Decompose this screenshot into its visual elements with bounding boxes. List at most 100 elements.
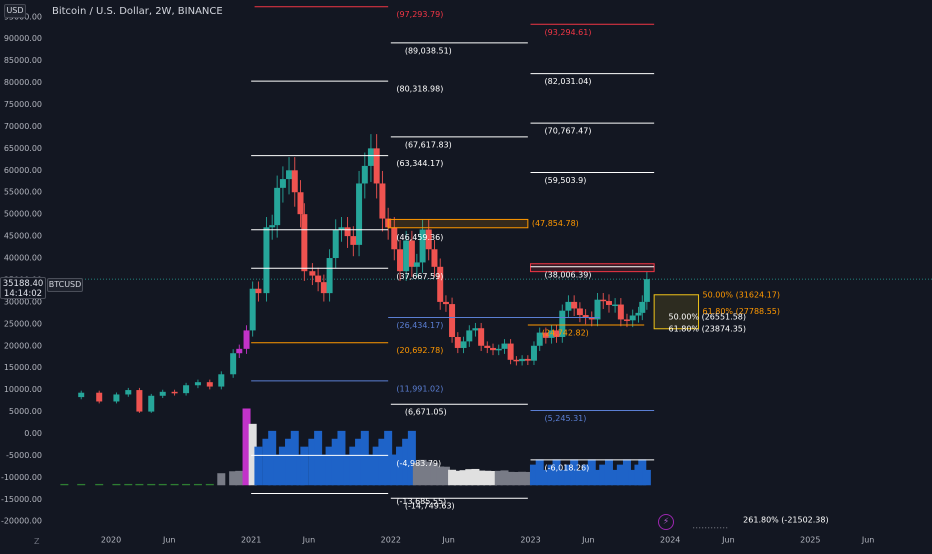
y-tick-label: 40000.00 bbox=[4, 254, 42, 263]
volume-bar bbox=[229, 471, 238, 486]
y-tick-label: 0.00 bbox=[24, 429, 42, 438]
candle-body bbox=[460, 341, 467, 348]
volume-bar bbox=[459, 470, 468, 486]
volume-bar bbox=[558, 469, 567, 486]
candle-body bbox=[326, 258, 333, 294]
fib-level-box bbox=[387, 218, 529, 229]
volume-bar bbox=[273, 454, 282, 486]
volume-bar bbox=[441, 466, 450, 486]
candle-body bbox=[605, 301, 612, 305]
volume-bar bbox=[448, 469, 457, 486]
volume-bar bbox=[424, 461, 433, 486]
volume-bar bbox=[343, 454, 352, 486]
currency-button[interactable]: USD bbox=[4, 4, 26, 18]
volume-bar bbox=[547, 464, 556, 486]
y-tick-label: 5000.00 bbox=[9, 407, 42, 416]
candle-body bbox=[78, 392, 85, 398]
candle-body bbox=[320, 282, 327, 294]
volume-bar bbox=[372, 446, 381, 486]
volume-bar bbox=[593, 469, 602, 486]
candle-body bbox=[136, 390, 143, 412]
y-tick-label: -15000.00 bbox=[1, 495, 42, 504]
fib-level-label: (82,031.04) bbox=[545, 77, 592, 86]
volume-bar bbox=[611, 469, 620, 486]
candle-body bbox=[350, 236, 357, 245]
volume-bar bbox=[268, 430, 277, 486]
volume-bar bbox=[193, 483, 202, 486]
candle-body bbox=[206, 382, 213, 387]
candle-body bbox=[413, 262, 420, 267]
volume-bar bbox=[182, 483, 191, 486]
volume-bar bbox=[355, 438, 364, 486]
volume-bar bbox=[254, 446, 263, 486]
fib-level-label: (24,742.82) bbox=[542, 328, 589, 337]
fib-level-label: (80,318.98) bbox=[396, 85, 443, 94]
y-tick-label: 25000.00 bbox=[4, 319, 42, 328]
volume-bar bbox=[638, 459, 647, 486]
y-tick-label: -10000.00 bbox=[1, 473, 42, 482]
volume-bar bbox=[477, 470, 486, 486]
volume-bar bbox=[552, 459, 561, 486]
volume-bar bbox=[135, 483, 144, 486]
x-tick-label: Jun bbox=[441, 536, 455, 545]
lightning-icon[interactable]: ⚡ bbox=[658, 514, 674, 530]
volume-bar bbox=[465, 469, 474, 486]
fib-level-label: (-4,983.79) bbox=[396, 459, 441, 468]
candle-body bbox=[594, 299, 601, 320]
candle-body bbox=[159, 391, 166, 396]
volume-bar bbox=[402, 438, 411, 486]
candle-body bbox=[125, 390, 132, 395]
candle-body bbox=[367, 148, 374, 166]
volume-bar bbox=[77, 483, 86, 486]
volume-bar bbox=[300, 446, 309, 486]
candle-body bbox=[419, 229, 426, 263]
fib-level-label: (-13,685.55) bbox=[396, 497, 446, 506]
y-tick-label: -20000.00 bbox=[1, 517, 42, 526]
volume-bar bbox=[325, 446, 334, 486]
candle-body bbox=[478, 328, 485, 346]
candle-body bbox=[623, 319, 630, 321]
volume-bar bbox=[349, 446, 358, 486]
fib-level-label: (63,344.17) bbox=[396, 159, 443, 168]
candle-body bbox=[639, 301, 646, 313]
volume-bar bbox=[412, 462, 421, 486]
fib-level-label: (93,294.61) bbox=[545, 28, 592, 37]
volume-bar bbox=[523, 471, 532, 486]
candle-body bbox=[548, 330, 555, 338]
y-tick-label: 55000.00 bbox=[4, 188, 42, 197]
volume-bar bbox=[581, 464, 590, 486]
candle-body bbox=[600, 299, 607, 302]
volume-bar bbox=[378, 438, 387, 486]
volume-bar bbox=[512, 471, 521, 486]
volume-bar bbox=[217, 473, 226, 486]
fib-level-label: (70,767.47) bbox=[545, 127, 592, 136]
candle-body bbox=[490, 347, 497, 351]
candle-body bbox=[236, 348, 243, 354]
volume-bar bbox=[205, 483, 214, 486]
x-tick-label: Jun bbox=[861, 536, 875, 545]
volume-bar bbox=[541, 469, 550, 486]
candle-body bbox=[617, 304, 624, 320]
candle-body bbox=[542, 332, 549, 338]
fib-level-box bbox=[530, 263, 655, 273]
symbol-tag[interactable]: BTCUSD bbox=[47, 278, 83, 292]
candle-body bbox=[403, 240, 410, 272]
x-tick-label: 2025 bbox=[800, 536, 820, 545]
volume-bar bbox=[235, 470, 244, 486]
fib-level-label: (-6,018.26) bbox=[545, 463, 590, 472]
volume-bar bbox=[285, 438, 294, 486]
volume-bar bbox=[616, 464, 625, 486]
candle-body bbox=[612, 304, 619, 307]
candle-body bbox=[171, 391, 178, 394]
retracement-label: 61.80% (23874.35) bbox=[669, 324, 746, 333]
candle-body bbox=[274, 187, 281, 226]
y-tick-label: 65000.00 bbox=[4, 144, 42, 153]
candle-body bbox=[425, 229, 432, 250]
fib-level-label: (59,503.9) bbox=[545, 176, 587, 185]
candle-body bbox=[243, 330, 250, 349]
volume-bar bbox=[500, 470, 509, 486]
y-tick-label: 70000.00 bbox=[4, 122, 42, 131]
volume-bar bbox=[242, 408, 251, 486]
